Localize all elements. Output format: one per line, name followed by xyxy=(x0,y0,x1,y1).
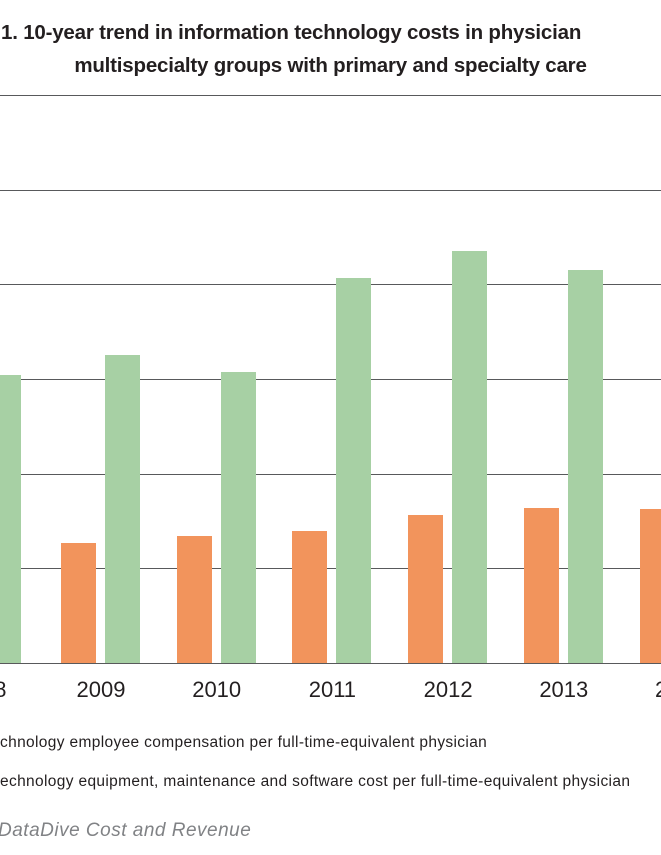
source-citation: DataDive Cost and Revenue xyxy=(0,820,252,841)
bar-green-2012 xyxy=(452,251,488,663)
gridline xyxy=(0,95,661,96)
bar-green-2009 xyxy=(105,355,140,663)
bar-orange-2009 xyxy=(61,543,96,663)
legend-item-equipment-maintenance-software-cost: echnology equipment, maintenance and sof… xyxy=(0,773,631,790)
x-axis-line xyxy=(0,663,661,664)
x-tick-label-2009: 2009 xyxy=(76,677,126,702)
bar-chart-plot-area xyxy=(0,95,661,664)
bar-orange-2010 xyxy=(176,536,212,663)
gridline xyxy=(0,379,661,380)
legend-item-employee-compensation: chnology employee compensation per full-… xyxy=(0,734,488,751)
gridline xyxy=(0,190,661,191)
bar-green-2011 xyxy=(336,278,372,663)
gridline xyxy=(0,284,661,285)
x-tick-label-2013: 2013 xyxy=(539,677,589,702)
x-tick-label-2010: 2010 xyxy=(192,677,242,702)
bar-orange-2012 xyxy=(408,515,444,663)
chart-title-line1: 1. 10-year trend in information technolo… xyxy=(1,21,582,44)
bar-green-2008 xyxy=(0,375,21,663)
x-tick-label-2011: 2011 xyxy=(308,677,357,702)
bar-green-2013 xyxy=(567,270,603,663)
bar-orange-2013 xyxy=(523,508,559,663)
chart-title-line2: multispecialty groups with primary and s… xyxy=(74,54,587,77)
bar-orange-2014 xyxy=(639,509,661,663)
bar-green-2010 xyxy=(220,372,256,663)
gridline xyxy=(0,568,661,569)
x-axis-labels: 2008 2009 2010 2011 2012 2013 2014 xyxy=(0,676,661,706)
x-tick-label-2012: 2012 xyxy=(423,677,473,702)
x-tick-label-2008: 2008 xyxy=(0,677,7,702)
bar-orange-2011 xyxy=(292,531,328,663)
x-tick-label-2014: 2014 xyxy=(620,676,661,704)
gridline xyxy=(0,474,661,475)
